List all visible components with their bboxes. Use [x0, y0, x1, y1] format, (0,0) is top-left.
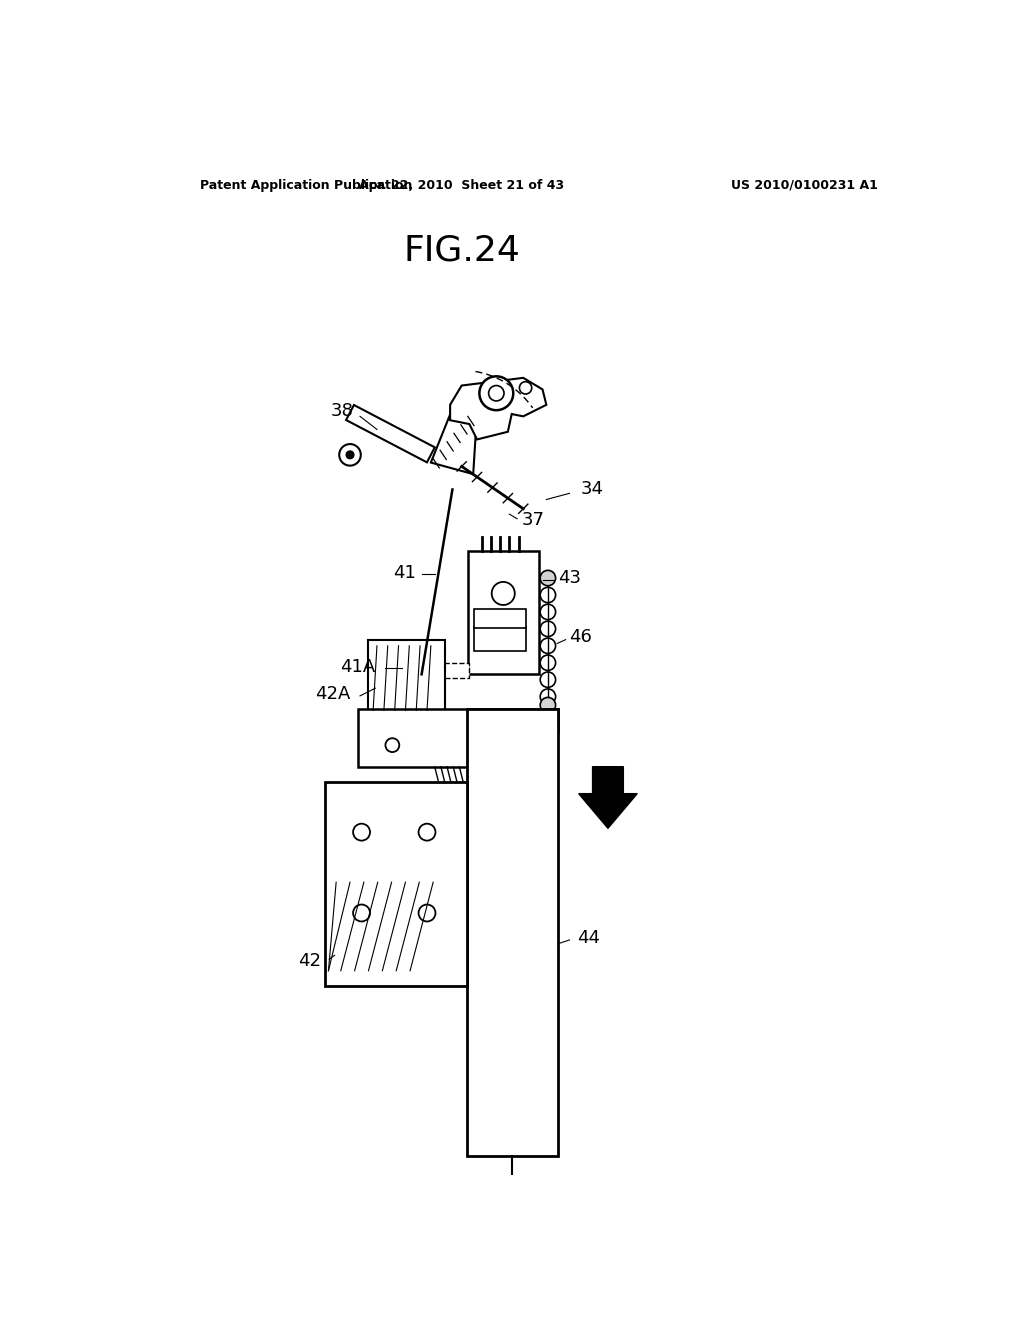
Text: 37: 37	[521, 511, 545, 529]
Text: 46: 46	[569, 628, 592, 647]
Bar	[468, 552, 539, 675]
Text: 38: 38	[331, 403, 354, 420]
Polygon shape	[451, 378, 547, 440]
Text: US 2010/0100231 A1: US 2010/0100231 A1	[731, 178, 878, 191]
Text: 41: 41	[392, 564, 416, 582]
Text: FIG.24: FIG.24	[403, 234, 520, 268]
Polygon shape	[400, 663, 469, 678]
Polygon shape	[579, 767, 637, 829]
Circle shape	[541, 570, 556, 586]
Bar	[467, 709, 558, 1155]
Circle shape	[346, 451, 354, 459]
Polygon shape	[346, 405, 435, 462]
Text: 42A: 42A	[314, 685, 350, 702]
Bar	[368, 640, 444, 717]
Text: 34: 34	[581, 480, 604, 499]
Polygon shape	[431, 405, 477, 474]
Circle shape	[339, 444, 360, 466]
Polygon shape	[357, 709, 558, 767]
Text: Patent Application Publication: Patent Application Publication	[200, 178, 413, 191]
Circle shape	[519, 381, 531, 395]
Text: 42: 42	[299, 952, 322, 970]
Bar	[474, 609, 526, 628]
Circle shape	[541, 697, 556, 713]
Text: 44: 44	[578, 929, 600, 946]
Text: 43: 43	[558, 569, 581, 587]
Bar	[474, 627, 526, 651]
Text: 41A: 41A	[340, 657, 376, 676]
Circle shape	[479, 376, 513, 411]
Text: Apr. 22, 2010  Sheet 21 of 43: Apr. 22, 2010 Sheet 21 of 43	[359, 178, 564, 191]
Bar	[325, 781, 467, 986]
